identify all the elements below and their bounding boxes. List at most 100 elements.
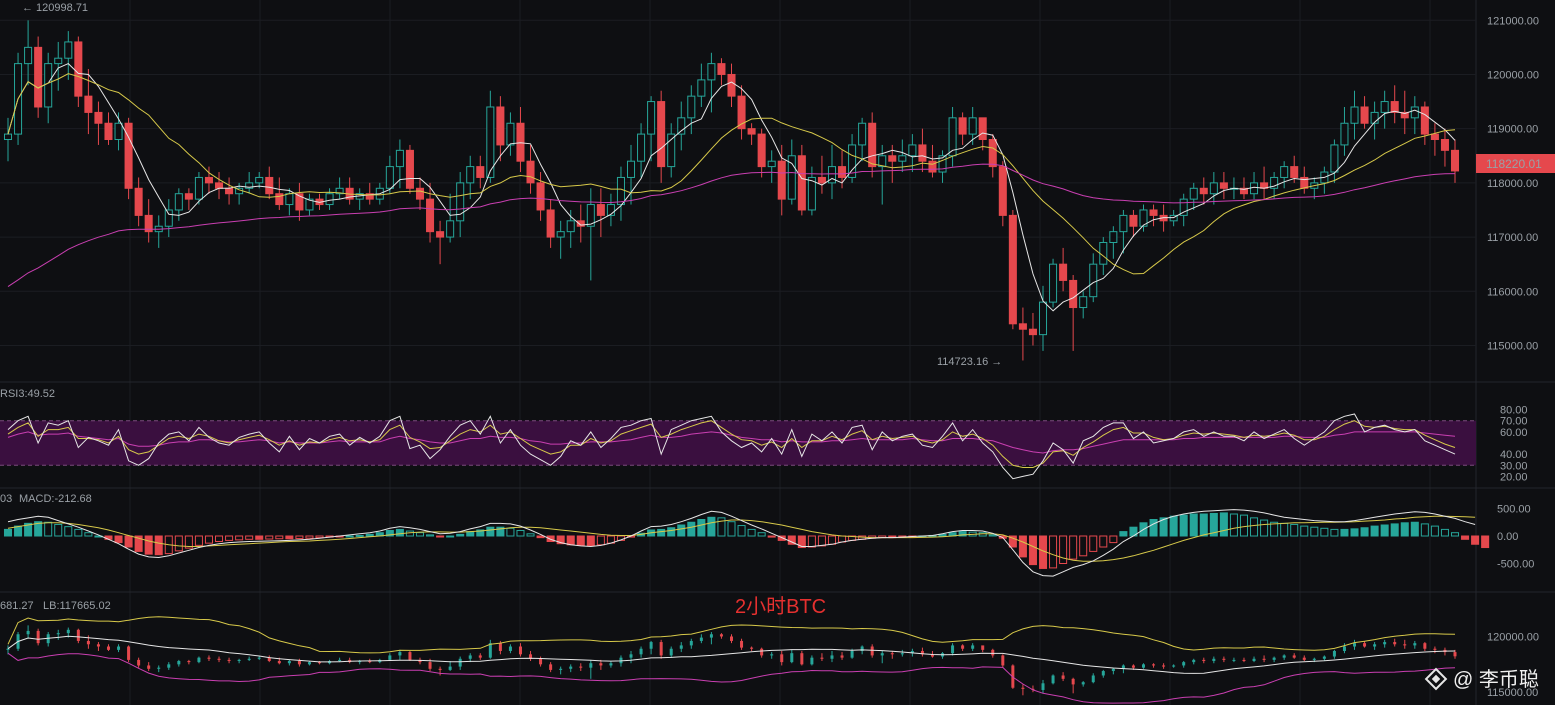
boll-candle-body [358,661,362,663]
macd-histogram-bar [747,528,756,537]
candle-body [476,166,485,178]
boll-candle-body [1262,658,1266,660]
boll-label-left: 681.27 [0,600,34,612]
candle-body [1270,176,1279,189]
candle-body [1380,101,1389,113]
candlestick-chart [3,20,1460,361]
rsi-label: RSI3:49.52 [0,388,55,400]
boll-candle-body [1363,643,1367,647]
boll-candle-body [760,648,764,656]
macd-histogram-bar [54,523,63,537]
macd-histogram-bar [84,532,93,537]
rsi-band [0,420,1476,466]
candle-body [44,63,53,108]
macd-histogram-bar [586,535,595,547]
macd-histogram-bar [717,517,726,537]
boll-candle-body [448,666,452,670]
candle-body [747,128,756,135]
boll-candle-body [1081,682,1085,685]
boll-candle-body [880,653,884,656]
boll-candle-body [951,645,955,654]
candle-body [204,176,213,184]
candle-body [777,160,786,200]
boll-candle-body [1212,658,1216,661]
macd-histogram-bar [436,535,445,538]
candle-body [325,193,334,206]
candle-body [365,193,374,200]
candle-body [245,182,254,189]
boll-candle-body [1252,658,1256,661]
macd-histogram-bar [657,528,666,537]
candle-body [737,95,746,130]
boll-candle-body [1051,675,1055,684]
candle-body [225,187,234,195]
macd-histogram-bar [64,526,73,537]
rsi-tick-label: 80.00 [1500,405,1528,417]
macd-histogram-bar [988,534,997,537]
macd-histogram-bar [1008,535,1017,548]
candle-body [84,95,93,113]
boll-candle-body [267,657,271,661]
macd-histogram-bar [596,535,605,546]
boll-candle-body [599,663,603,666]
candle-body [54,57,63,65]
macd-histogram-bar [797,535,806,549]
candle-body [415,187,425,200]
boll-candle-body [1131,665,1135,668]
candle-body [174,193,183,211]
boll-candle-body [508,646,512,651]
candle-body [104,122,113,141]
macd-histogram-bar [426,534,435,537]
macd-histogram-bar [1390,523,1399,537]
macd-histogram-bar [1471,535,1480,545]
candle-body [707,63,716,81]
candle-body [1420,106,1429,135]
candle-body [1450,149,1460,172]
boll-candle-body [900,653,904,655]
candle-body [164,209,173,227]
candle-body [998,166,1007,216]
macd-histogram-bar [526,533,535,537]
boll-candle-body [1453,652,1457,657]
boll-candle-body [1172,665,1176,667]
macd-histogram-bar [1119,531,1128,537]
macd-pane: 500.00 0.00 -500.00 [3,504,1534,577]
rsi-tick-label: 70.00 [1500,416,1528,428]
candle-body [1280,166,1289,178]
candle-body [1119,214,1128,233]
boll-candle-body [790,653,794,663]
candle-body [74,41,83,97]
boll-candle-body [569,666,573,669]
candle-body [848,144,857,178]
diamond-logo-icon [1424,667,1448,691]
rsi-slow-line [7,431,1456,454]
macd-histogram-bar [365,533,374,537]
boll-candle-body [820,657,824,659]
macd-histogram-bar [1049,535,1058,569]
candle-body [1129,214,1138,227]
candle-body [1149,209,1158,216]
candle-body [878,155,887,168]
boll-candle-body [157,667,161,669]
boll-candle-body [388,655,392,660]
macd-histogram-bar [194,535,203,546]
boll-candle-body [398,652,402,656]
candle-body [1360,106,1369,124]
boll-candle-body [1152,664,1156,666]
macd-histogram-bar [1028,535,1037,566]
candle-body [275,193,284,206]
macd-histogram-bar [707,516,716,537]
macd-histogram-bar [1320,527,1329,537]
boll-candle-body [981,645,985,650]
boll-candle-body [800,653,804,665]
macd-histogram-bar [235,535,244,541]
boll-candle-body [1121,665,1125,669]
boll-candle-body [187,661,191,663]
macd-histogram-bar [1159,517,1168,537]
low-price-label: 114723.16 → [937,356,1002,368]
macd-histogram-bar [385,530,394,537]
candle-body [556,231,565,238]
macd-label-left: 03 [0,493,12,505]
macd-tick-label: 500.00 [1497,504,1531,516]
